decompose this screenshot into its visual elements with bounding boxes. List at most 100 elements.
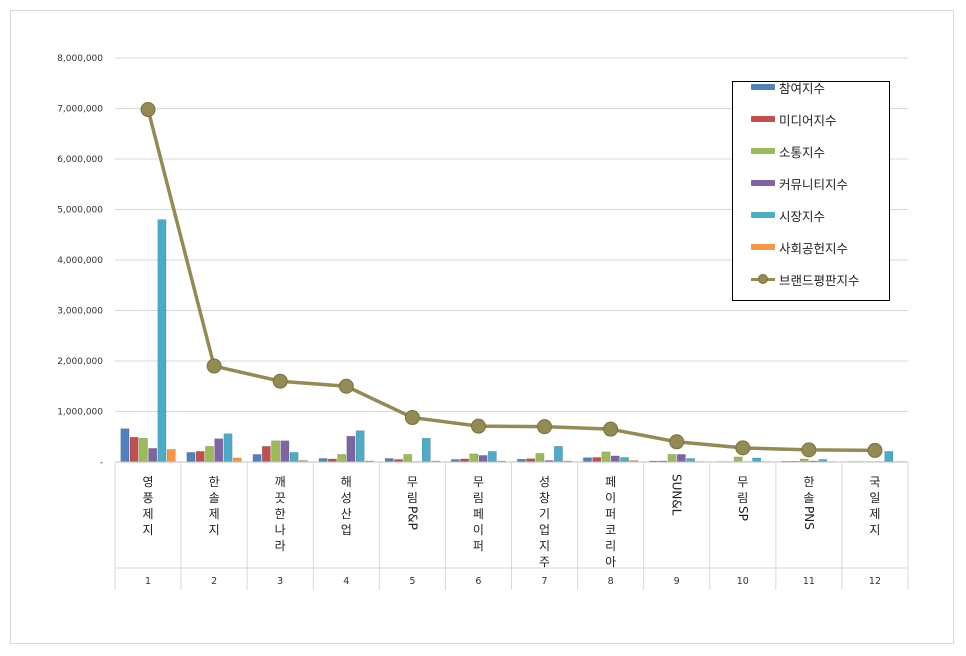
x-category-label-part: 해 — [341, 475, 352, 489]
bar — [157, 219, 167, 463]
x-rank-label: 2 — [211, 576, 217, 587]
x-category-label-part: 무 — [473, 475, 484, 489]
bar — [384, 458, 394, 463]
bar — [232, 457, 242, 463]
x-rank-label: 12 — [869, 576, 881, 587]
x-rank-label: 4 — [343, 576, 349, 587]
x-category-label-part: 림 — [407, 491, 418, 505]
x-category-label-part: 솔 — [803, 491, 814, 505]
x-rank-label: 7 — [542, 576, 548, 587]
x-rank-label: 11 — [803, 576, 815, 587]
bar — [205, 446, 214, 463]
bar — [403, 454, 413, 463]
x-category-label: 무림P&P — [405, 475, 419, 530]
bar — [280, 440, 290, 463]
bar — [752, 457, 762, 463]
legend-label: 소통지수 — [779, 144, 826, 160]
x-category-label-part: 업 — [539, 523, 550, 537]
x-category-label-part: 깨 — [275, 475, 286, 489]
bar — [148, 448, 158, 463]
x-category-label-part: 산 — [341, 507, 352, 521]
x-category-label-part: 제 — [869, 507, 880, 521]
x-rank-label: 3 — [277, 576, 283, 587]
bar — [129, 437, 139, 463]
bar — [214, 438, 224, 463]
line-path — [146, 109, 875, 453]
legend-label: 커뮤니티지수 — [779, 176, 849, 192]
legend-item-3: 커뮤니티지수 — [751, 173, 848, 193]
x-category-label-part: 성 — [341, 491, 352, 505]
x-category-label: SUN&L — [670, 474, 684, 516]
x-category-label-part: 성 — [539, 475, 550, 489]
x-rank-label: 6 — [475, 576, 481, 587]
bar — [337, 454, 347, 463]
bar — [421, 438, 431, 463]
bar — [667, 454, 677, 463]
x-category-label-part: 솔 — [209, 491, 220, 505]
x-rank-label: 10 — [737, 576, 749, 587]
x-category-label-part: 이 — [605, 491, 616, 505]
x-category-label-part: 기 — [539, 507, 550, 521]
y-tick-label: 3,000,000 — [57, 307, 103, 317]
bar — [487, 451, 497, 463]
bar — [686, 458, 695, 463]
line-series — [140, 102, 883, 458]
x-category-label-part: 퍼 — [605, 507, 616, 521]
x-category-label-part: 무 — [737, 475, 748, 489]
x-category-label-part: SUN&L — [670, 474, 684, 516]
bar — [676, 454, 686, 463]
x-category-label-part: 끗 — [275, 491, 286, 505]
line-point — [272, 373, 288, 389]
line-point — [404, 410, 420, 426]
x-category-label-part: 코 — [605, 523, 616, 537]
x-category-label-part: 라 — [275, 539, 286, 553]
legend-swatch — [751, 212, 775, 218]
line-point — [867, 442, 883, 458]
x-category-label-part: 지 — [869, 523, 880, 537]
line-point — [206, 358, 222, 374]
bar — [610, 455, 620, 463]
y-tick-label: 7,000,000 — [57, 105, 103, 115]
line-point — [801, 442, 817, 458]
x-category-label-part: 림 — [737, 491, 748, 505]
bar — [583, 457, 592, 463]
legend-item-1: 미디어지수 — [751, 109, 837, 129]
y-tick-label: 2,000,000 — [57, 357, 103, 367]
bar — [120, 428, 130, 463]
y-tick-label: 8,000,000 — [57, 54, 103, 64]
bar — [346, 435, 356, 463]
x-category-label-part: 영 — [143, 475, 154, 489]
legend-label: 시장지수 — [779, 208, 826, 224]
line-point — [537, 419, 553, 435]
bar — [469, 453, 479, 463]
x-category-label-part: 제 — [143, 507, 154, 521]
x-category-label-part: 아 — [605, 555, 616, 569]
x-rank-label: 5 — [409, 576, 415, 587]
x-category-label-part: 제 — [209, 507, 220, 521]
y-tick-label: 6,000,000 — [57, 155, 103, 165]
y-tick-label: 4,000,000 — [57, 256, 103, 266]
x-category-label-part: 퍼 — [473, 539, 484, 553]
bar — [733, 456, 743, 463]
y-tick-label: - — [100, 458, 103, 468]
x-rank-label: 1 — [145, 576, 151, 587]
x-category-label-part: 이 — [473, 523, 484, 537]
legend-swatch — [751, 84, 775, 90]
bar — [223, 433, 233, 463]
bar — [355, 430, 365, 463]
x-category-label-part: 창 — [539, 491, 550, 505]
x-category-label-part: SP — [736, 506, 750, 521]
x-category-label-part: 풍 — [143, 491, 154, 505]
line-point — [735, 440, 751, 456]
bar — [884, 451, 894, 463]
x-category-label-part: 업 — [341, 523, 352, 537]
legend-swatch — [751, 116, 775, 122]
x-axis: 영풍제지1한솔제지2깨끗한나라3해성산업4무림P&P5무림페이퍼6성창기업지주7… — [114, 461, 909, 590]
